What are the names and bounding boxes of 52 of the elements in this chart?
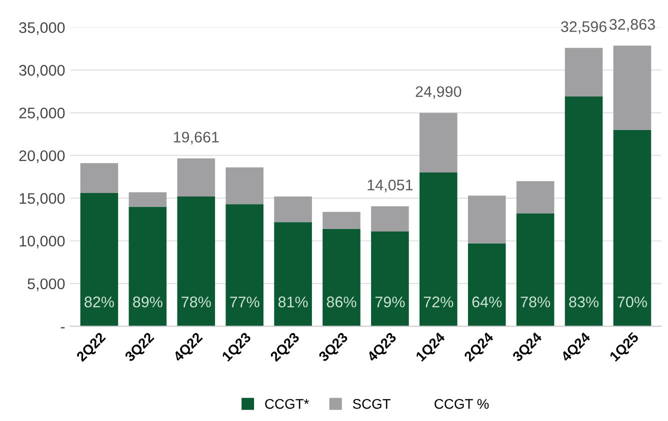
total-label: 14,051 [368, 180, 413, 192]
bar [274, 222, 312, 326]
annotation: 78% [182, 296, 211, 308]
bar [128, 206, 167, 326]
total-label: 32,596 [561, 21, 606, 34]
annotation: 77% [230, 296, 260, 308]
y-tick-label: - [60, 327, 65, 328]
bar [177, 196, 216, 326]
bar [516, 214, 554, 326]
bar [322, 228, 360, 326]
bar [564, 96, 603, 326]
y-tick-label: 30,000 [19, 64, 65, 78]
bar [613, 130, 652, 326]
bar [274, 196, 312, 222]
y-tick-label: 10,000 [20, 236, 65, 248]
total-label: 32,863 [609, 18, 655, 32]
bar [468, 196, 506, 244]
bar [420, 172, 458, 326]
total-label: 24,990 [416, 86, 462, 99]
y-tick-label: 15,000 [20, 193, 65, 206]
annotation: 79% [375, 296, 405, 308]
bar [177, 158, 216, 196]
bar [80, 193, 118, 326]
bar [420, 112, 458, 173]
annotation: 64% [472, 296, 502, 308]
y-tick-label: 35,000 [19, 22, 65, 35]
annotation: 72% [424, 296, 454, 308]
legend-label: SCGT [352, 399, 391, 409]
bar [516, 181, 554, 214]
annotation: 81% [278, 296, 308, 308]
bar [371, 206, 409, 232]
annotation: 70% [618, 296, 647, 308]
bar [80, 163, 118, 194]
bar [226, 204, 264, 326]
bar [226, 167, 264, 204]
text: CCGT % [434, 399, 489, 409]
bar [371, 231, 409, 326]
bar [564, 48, 603, 97]
annotation: 82% [84, 296, 114, 308]
y-tick-label: 25,000 [19, 108, 65, 120]
bar [128, 192, 167, 207]
y-tick-label: 20,000 [19, 150, 65, 163]
annotation: 83% [569, 296, 599, 308]
legend-label: CCGT* [265, 399, 309, 409]
annotation: 89% [133, 296, 162, 308]
y-tick-label: 5,000 [28, 278, 65, 292]
annotation: 86% [326, 296, 356, 308]
total-label: 19,661 [174, 132, 219, 144]
annotation: 78% [520, 296, 550, 308]
bar [613, 46, 652, 130]
bar [468, 243, 506, 326]
bar [322, 212, 360, 229]
